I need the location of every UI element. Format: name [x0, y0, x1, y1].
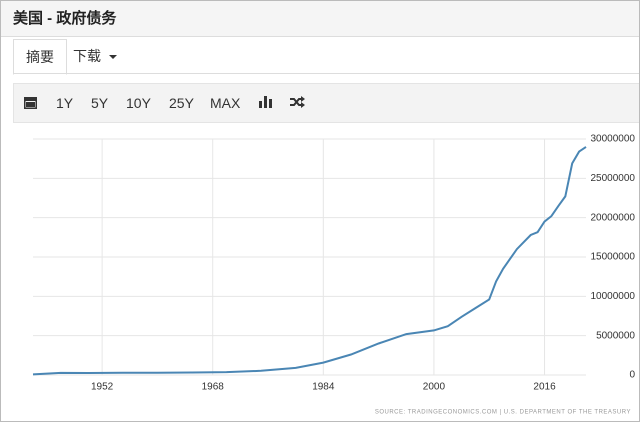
y-tick-label: 25000000: [591, 173, 636, 184]
caret: [108, 55, 117, 60]
source-note: SOURCE: TRADINGECONOMICS.COM | U.S. DEPA…: [375, 410, 631, 416]
chart: SOURCE: TRADINGECONOMICS.COM | U.S. DEPA…: [32, 134, 636, 416]
tab-label: 下载: [73, 48, 101, 64]
y-tick-label: 0: [629, 370, 635, 381]
tab[interactable]: 摘要: [13, 39, 67, 75]
range-button[interactable]: 1Y: [56, 95, 74, 111]
x-tick-label: 2016: [533, 382, 556, 393]
tab-divider: [13, 73, 639, 74]
y-tick-label: 15000000: [591, 252, 636, 263]
data-line: [32, 146, 587, 376]
calendar-icon[interactable]: [24, 96, 37, 109]
bar-chart-icon[interactable]: [259, 96, 272, 108]
range-button[interactable]: 25Y: [169, 95, 194, 111]
widget-title: 美国 - 政府债务: [1, 1, 639, 37]
x-tick-label: 1952: [91, 382, 114, 393]
x-tick-label: 1968: [202, 382, 225, 393]
x-tick-label: 2000: [423, 382, 446, 393]
y-tick-label: 5000000: [596, 330, 635, 341]
y-tick-label: 30000000: [591, 134, 636, 145]
range-button[interactable]: 5Y: [91, 95, 109, 111]
tab[interactable]: 下载: [61, 39, 129, 73]
y-tick-label: 10000000: [591, 291, 636, 302]
toolbar: 1Y 5Y 10Y 25Y MAX: [13, 83, 639, 123]
shuffle-icon[interactable]: [290, 96, 305, 108]
y-tick-label: 20000000: [591, 212, 636, 223]
range-button[interactable]: MAX: [210, 95, 241, 111]
x-tick-label: 1984: [312, 382, 335, 393]
range-button[interactable]: 10Y: [126, 95, 151, 111]
